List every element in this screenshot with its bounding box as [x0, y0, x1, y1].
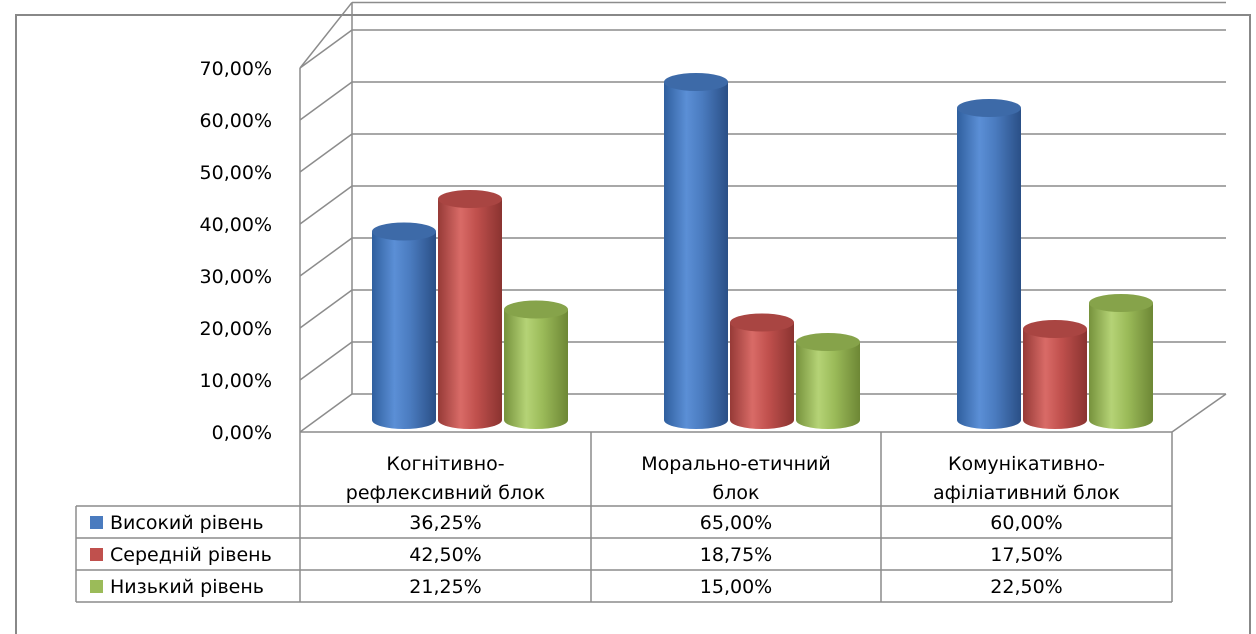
bar-top	[796, 333, 860, 351]
side-gridline	[299, 393, 353, 433]
y-tick-label: 60,00%	[200, 110, 272, 132]
legend-key	[90, 580, 103, 593]
data-label: 36,25%	[409, 512, 481, 534]
bar-body	[957, 108, 1021, 429]
legend-key	[90, 516, 103, 529]
legend-key	[90, 548, 103, 561]
chart-frame	[15, 14, 1251, 634]
bar-top	[438, 190, 502, 208]
category-label: блок	[713, 482, 760, 504]
y-tick-label: 20,00%	[200, 318, 272, 340]
bar-body	[796, 342, 860, 429]
bar-top	[957, 99, 1021, 117]
data-label: 42,50%	[409, 544, 481, 566]
data-label: 65,00%	[700, 512, 772, 534]
side-gridline	[299, 289, 353, 329]
y-tick-label: 50,00%	[200, 162, 272, 184]
bar	[1089, 294, 1153, 429]
bar-top	[1089, 294, 1153, 312]
y-tick-label: 30,00%	[200, 266, 272, 288]
y-tick-label: 10,00%	[200, 370, 272, 392]
bar-body	[438, 199, 502, 429]
side-gridline	[299, 185, 353, 225]
category-label: рефлексивний блок	[346, 482, 545, 504]
bar-body	[664, 82, 728, 429]
legend-label: Низький рівень	[110, 576, 264, 598]
data-label: 18,75%	[700, 544, 772, 566]
bar-top	[504, 300, 568, 319]
data-label: 21,25%	[409, 576, 481, 598]
y-tick-label: 70,00%	[200, 58, 272, 80]
data-label: 60,00%	[990, 512, 1062, 534]
side-gridline	[299, 1, 353, 69]
bar	[372, 222, 436, 429]
data-label: 17,50%	[990, 544, 1062, 566]
side-gridline	[299, 29, 353, 69]
bar	[957, 99, 1021, 429]
bar-top	[1023, 320, 1087, 338]
bar	[796, 333, 860, 429]
bar	[730, 313, 794, 429]
category-label: афіліативний блок	[933, 482, 1120, 504]
bar	[664, 73, 728, 429]
y-tick-label: 0,00%	[212, 422, 272, 444]
y-axis-ticks: 0,00% 10,00% 20,00% 30,00% 40,00% 50,00% 60,00…	[200, 58, 272, 444]
data-label: 15,00%	[700, 576, 772, 598]
bar	[438, 190, 502, 429]
bar	[504, 300, 568, 429]
bar-top	[664, 73, 728, 91]
bar-body	[730, 322, 794, 429]
bar-body	[1023, 329, 1087, 429]
y-tick-label: 40,00%	[200, 214, 272, 236]
data-label: 22,50%	[990, 576, 1062, 598]
floor-right-edge	[1171, 393, 1227, 433]
bar-top	[372, 222, 436, 241]
bars	[372, 73, 1153, 429]
bar-top	[730, 313, 794, 332]
side-gridline	[299, 237, 353, 277]
category-label: Морально-етичний	[641, 453, 830, 475]
side-gridline	[299, 81, 353, 121]
data-table: Когнітивно-рефлексивний блок Морально-ети…	[75, 432, 1173, 603]
legend-label: Середній рівень	[110, 544, 272, 566]
bar-body	[372, 231, 436, 429]
category-label: Комунікативно-	[948, 453, 1105, 475]
category-label: Когнітивно-	[386, 453, 504, 475]
bar-body	[1089, 303, 1153, 429]
bar	[1023, 320, 1087, 429]
side-gridline	[299, 133, 353, 173]
bar-body	[504, 309, 568, 429]
side-gridline	[299, 341, 353, 381]
legend-label: Високий рівень	[110, 512, 264, 534]
